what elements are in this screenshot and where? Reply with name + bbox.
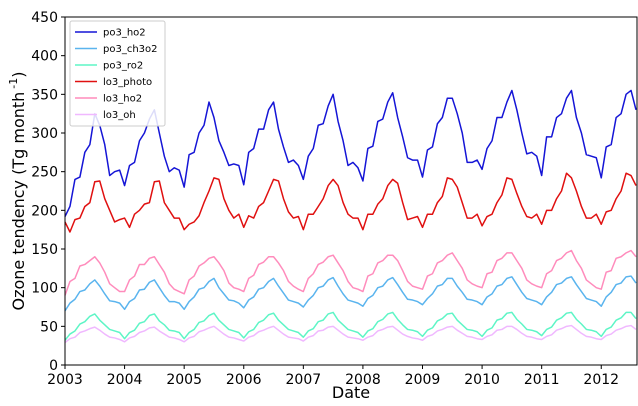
series-line xyxy=(64,324,637,344)
y-tick-label: 0 xyxy=(49,358,58,374)
legend-box xyxy=(69,20,166,127)
y-axis-label-end: ) xyxy=(9,71,28,77)
x-tick-label: 2011 xyxy=(524,372,560,388)
x-tick-label: 2003 xyxy=(47,372,83,388)
y-tick-label: 350 xyxy=(31,87,58,103)
y-tick-label: 150 xyxy=(31,242,58,258)
legend-label: lo3_oh xyxy=(103,110,136,121)
x-tick-label: 2005 xyxy=(166,372,202,388)
x-tick-label: 2006 xyxy=(226,372,262,388)
x-tick-label: 2007 xyxy=(286,372,322,388)
legend-label: po3_ro2 xyxy=(103,61,143,72)
plot-frame xyxy=(64,16,638,366)
legend-label: lo3_photo xyxy=(103,77,152,88)
y-tick-label: 400 xyxy=(31,49,58,65)
y-axis-label-sup: -1 xyxy=(7,78,20,89)
legend-label: po3_ch3o2 xyxy=(103,44,158,55)
y-tick-label: 200 xyxy=(31,203,58,219)
x-axis-label: Date xyxy=(332,383,370,402)
y-tick-label: 100 xyxy=(31,281,58,297)
legend-label: po3_ho2 xyxy=(103,28,146,39)
x-tick-label: 2008 xyxy=(345,372,381,388)
series-line xyxy=(64,172,637,233)
series-line xyxy=(64,311,637,341)
y-axis-label-main: Ozone tendency (Tg month xyxy=(9,92,28,311)
y-tick-label: 450 xyxy=(31,10,58,26)
y-tick-label: 250 xyxy=(31,165,58,181)
y-tick-label: 300 xyxy=(31,126,58,142)
legend-label: lo3_ho2 xyxy=(103,94,142,105)
x-tick-label: 2012 xyxy=(583,372,619,388)
series-line xyxy=(64,275,637,312)
x-tick-label: 2009 xyxy=(405,372,441,388)
x-tick-label: 2010 xyxy=(464,372,500,388)
series-line xyxy=(64,89,637,217)
y-axis-label: Ozone tendency (Tg month -1) xyxy=(7,71,28,310)
x-tick-label: 2004 xyxy=(107,372,143,388)
series-line xyxy=(64,249,637,296)
y-tick-label: 50 xyxy=(40,319,58,335)
